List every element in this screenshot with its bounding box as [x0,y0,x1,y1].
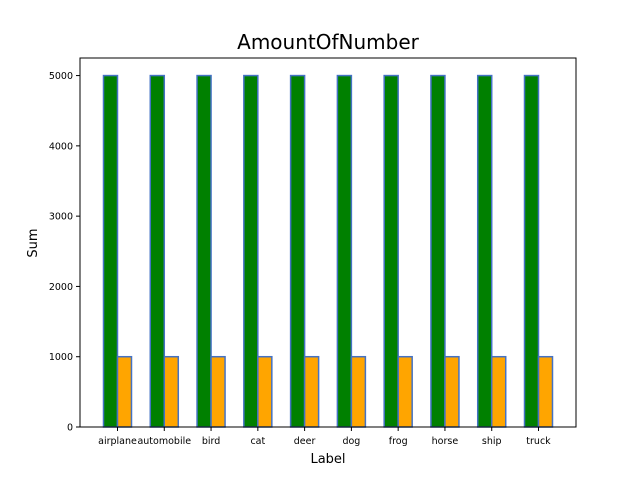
chart-title: AmountOfNumber [237,30,419,54]
plot-area: 0 1000 2000 3000 4000 5000 airplane automobile b… [49,57,577,447]
y-axis-label: Sum [26,228,41,257]
bar-series-1-airplane [102,74,119,428]
bar-series-1-automobile [149,74,166,428]
y-tick-label: 0 [67,423,73,434]
bar-series-2-cat [257,355,273,428]
x-tick-label-dog: dog [342,436,360,447]
x-tick-label-automobile: automobile [137,436,191,447]
y-tick-label: 4000 [49,141,73,152]
x-tick-label-frog: frog [389,436,408,447]
bar-series-1-frog [383,74,399,428]
bar-series-2-bird [210,355,226,428]
bar-series-2-airplane [116,355,133,428]
bar-series-2-deer [303,355,320,428]
bar-series-2-horse [444,355,460,428]
bar-series-1-dog [336,74,353,428]
bar-series-1-bird [196,74,212,428]
y-tick-label: 5000 [49,71,73,82]
bar-series-2-truck [537,355,554,428]
x-tick-label-bird: bird [202,436,220,447]
y-tick-label: 2000 [49,282,73,293]
x-tick-label-deer: deer [294,436,316,447]
bar-series-1-horse [430,74,446,428]
plot-frame [79,57,577,428]
bar-series-2-frog [397,355,413,428]
bar-series-1-cat [243,74,259,428]
bar-series-1-truck [523,74,540,428]
bar-series-1-deer [289,74,306,428]
x-tick-label-cat: cat [250,436,265,447]
y-tick-label: 1000 [49,352,73,363]
y-tick-label: 3000 [49,212,73,223]
bar-series-2-automobile [163,355,180,428]
bar-series-1-ship [476,74,493,428]
x-axis-label: Label [310,452,345,467]
x-tick-label-truck: truck [526,436,551,447]
bar-series-2-dog [350,355,367,428]
x-tick-label-ship: ship [482,436,502,447]
bar-series-2-ship [490,355,507,428]
x-tick-label-horse: horse [432,436,459,447]
x-tick-label-airplane: airplane [98,436,137,447]
